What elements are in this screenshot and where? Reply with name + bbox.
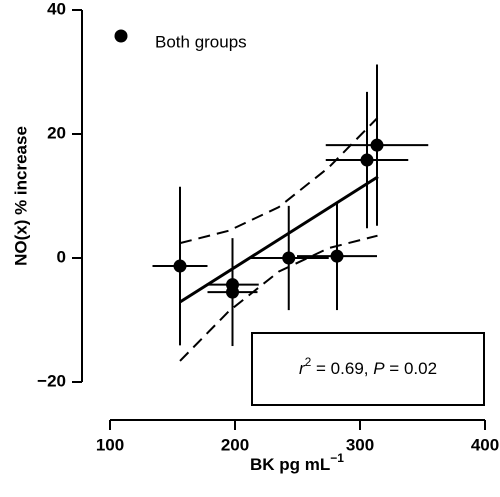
y-axis-label: NO(x) % increase [11,126,30,266]
point [226,285,239,299]
legend-marker [114,29,128,43]
x-axis-label-sup: −1 [330,451,344,465]
legend-label: Both groups [155,32,247,51]
confidence-band-upper [179,117,379,245]
x-tick-label: 300 [346,435,374,454]
confidence-band-lower [179,234,378,362]
y-tick-label: −20 [37,371,66,390]
annotation-box [251,332,485,406]
annotation: r2 = 0.69, P = 0.02 [299,355,437,378]
y-tick-label: 40 [47,0,66,18]
point [360,153,374,167]
annotation-mid: = 0.69, [311,359,373,378]
y-tick-label: 20 [47,123,66,142]
point [173,259,187,273]
x-tick-label: 200 [221,435,249,454]
annotation-end: = 0.02 [385,359,437,378]
point [330,249,344,263]
x-axis-label-main: BK pg mL [250,455,330,474]
annotation-r: r [299,359,306,378]
annotation-sup: 2 [305,355,312,369]
point [282,251,296,265]
fit-line [179,175,379,304]
y-tick-label: 0 [57,247,66,266]
x-axis-label: BK pg mL−1 [250,451,344,474]
x-tick-label: 400 [471,435,499,454]
x-tick-label: 100 [96,435,124,454]
annotation-p: P [373,359,385,378]
point [370,138,384,152]
